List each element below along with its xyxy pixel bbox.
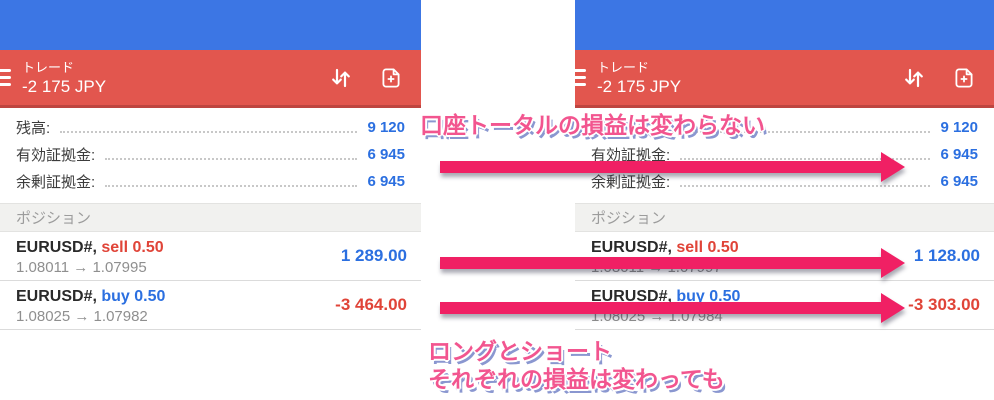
position-symbol: EURUSD#, bbox=[591, 239, 672, 256]
sort-icon[interactable] bbox=[329, 66, 353, 90]
dotted-leader bbox=[635, 130, 931, 133]
annotation-bottom: ロングとショート それぞれの損益は変わっても bbox=[428, 337, 725, 393]
arrow-buy-position bbox=[440, 293, 905, 323]
free-margin-label: 余剰証拠金: bbox=[591, 174, 671, 191]
new-order-icon[interactable] bbox=[952, 66, 976, 90]
annotation-bottom-line1: ロングとショート bbox=[428, 338, 612, 364]
annotation-bottom-line2: それぞれの損益は変わっても bbox=[428, 366, 725, 392]
balance-label: 残高: bbox=[16, 120, 51, 137]
position-side: sell 0.50 bbox=[101, 239, 164, 256]
trade-panel-after: トレード -2 175 JPY 残高: 9 120 有効証拠金: 6 945 余… bbox=[575, 0, 994, 400]
balance-row: 残高: 9 120 bbox=[0, 114, 421, 141]
status-bar bbox=[0, 0, 421, 50]
position-side: sell 0.50 bbox=[676, 239, 739, 256]
menu-icon[interactable] bbox=[0, 69, 12, 86]
toolbar-actions bbox=[329, 66, 421, 90]
arrow-head bbox=[881, 152, 905, 182]
equity-value: 6 945 bbox=[367, 146, 405, 163]
toolbar-title: トレード bbox=[597, 59, 650, 75]
position-row-buy[interactable]: EURUSD#, buy 0.50 1.08025 → 1.07982 -3 4… bbox=[0, 281, 421, 330]
positions-section-header: ポジション bbox=[0, 203, 421, 232]
toolbar: トレード -2 175 JPY bbox=[0, 50, 421, 108]
arrow-shaft bbox=[440, 161, 884, 173]
equity-row: 有効証拠金: 6 945 bbox=[575, 141, 994, 168]
positions-list: EURUSD#, sell 0.50 1.08011 → 1.07995 1 2… bbox=[0, 232, 421, 330]
position-side: buy 0.50 bbox=[101, 288, 166, 305]
status-bar bbox=[575, 0, 994, 50]
position-side: buy 0.50 bbox=[676, 288, 741, 305]
toolbar-title: トレード bbox=[22, 59, 75, 75]
position-title: EURUSD#, buy 0.50 bbox=[591, 286, 978, 307]
position-profit: 1 128.00 bbox=[913, 246, 980, 265]
equity-label: 有効証拠金: bbox=[591, 147, 671, 164]
menu-icon[interactable] bbox=[575, 69, 587, 86]
account-summary: 残高: 9 120 有効証拠金: 6 945 余剰証拠金: 6 945 bbox=[0, 114, 421, 195]
annotation-top: 口座トータルの損益は変わらない bbox=[420, 112, 765, 138]
position-profit: -3 303.00 bbox=[908, 295, 980, 314]
toolbar-profit-total: -2 175 JPY bbox=[22, 76, 107, 96]
position-title: EURUSD#, sell 0.50 bbox=[16, 237, 405, 258]
position-prices: 1.08025 → 1.07982 bbox=[16, 308, 148, 325]
dotted-leader bbox=[60, 130, 358, 133]
toolbar-profit-total: -2 175 JPY bbox=[597, 76, 682, 96]
arrow-head bbox=[881, 293, 905, 323]
equity-label: 有効証拠金: bbox=[16, 147, 96, 164]
position-profit: -3 464.00 bbox=[335, 295, 407, 314]
balance-label: 残高: bbox=[591, 120, 626, 137]
balance-value: 9 120 bbox=[367, 119, 405, 136]
dotted-leader bbox=[680, 157, 931, 160]
equity-row: 有効証拠金: 6 945 bbox=[0, 141, 421, 168]
trade-panel-before: トレード -2 175 JPY 残高: 9 120 有効証拠金: 6 945 余… bbox=[0, 0, 421, 400]
position-title: EURUSD#, sell 0.50 bbox=[591, 237, 978, 258]
arrow-shaft bbox=[440, 257, 884, 269]
position-profit: 1 289.00 bbox=[340, 246, 407, 265]
arrow-shaft bbox=[440, 302, 884, 314]
position-symbol: EURUSD#, bbox=[16, 239, 97, 256]
free-margin-label: 余剰証拠金: bbox=[16, 174, 96, 191]
free-margin-row: 余剰証拠金: 6 945 bbox=[575, 168, 994, 195]
position-symbol: EURUSD#, bbox=[16, 288, 97, 305]
balance-row: 残高: 9 120 bbox=[575, 114, 994, 141]
account-summary: 残高: 9 120 有効証拠金: 6 945 余剰証拠金: 6 945 bbox=[575, 114, 994, 195]
dotted-leader bbox=[105, 184, 358, 187]
dotted-leader bbox=[105, 157, 358, 160]
position-title: EURUSD#, buy 0.50 bbox=[16, 286, 405, 307]
balance-value: 9 120 bbox=[940, 119, 978, 136]
new-order-icon[interactable] bbox=[379, 66, 403, 90]
equity-value: 6 945 bbox=[940, 146, 978, 163]
toolbar-titles: トレード -2 175 JPY bbox=[22, 61, 106, 95]
position-prices: 1.08011 → 1.07995 bbox=[16, 259, 147, 276]
toolbar-titles: トレード -2 175 JPY bbox=[597, 61, 681, 95]
positions-section-header: ポジション bbox=[575, 203, 994, 232]
arrow-sell-position bbox=[440, 248, 905, 278]
position-symbol: EURUSD#, bbox=[591, 288, 672, 305]
dotted-leader bbox=[680, 184, 931, 187]
free-margin-value: 6 945 bbox=[940, 173, 978, 190]
free-margin-row: 余剰証拠金: 6 945 bbox=[0, 168, 421, 195]
arrow-equity bbox=[440, 152, 905, 182]
toolbar-actions bbox=[902, 66, 994, 90]
position-row-sell[interactable]: EURUSD#, sell 0.50 1.08011 → 1.07995 1 2… bbox=[0, 232, 421, 281]
sort-icon[interactable] bbox=[902, 66, 926, 90]
free-margin-value: 6 945 bbox=[367, 173, 405, 190]
toolbar: トレード -2 175 JPY bbox=[575, 50, 994, 108]
arrow-head bbox=[881, 248, 905, 278]
